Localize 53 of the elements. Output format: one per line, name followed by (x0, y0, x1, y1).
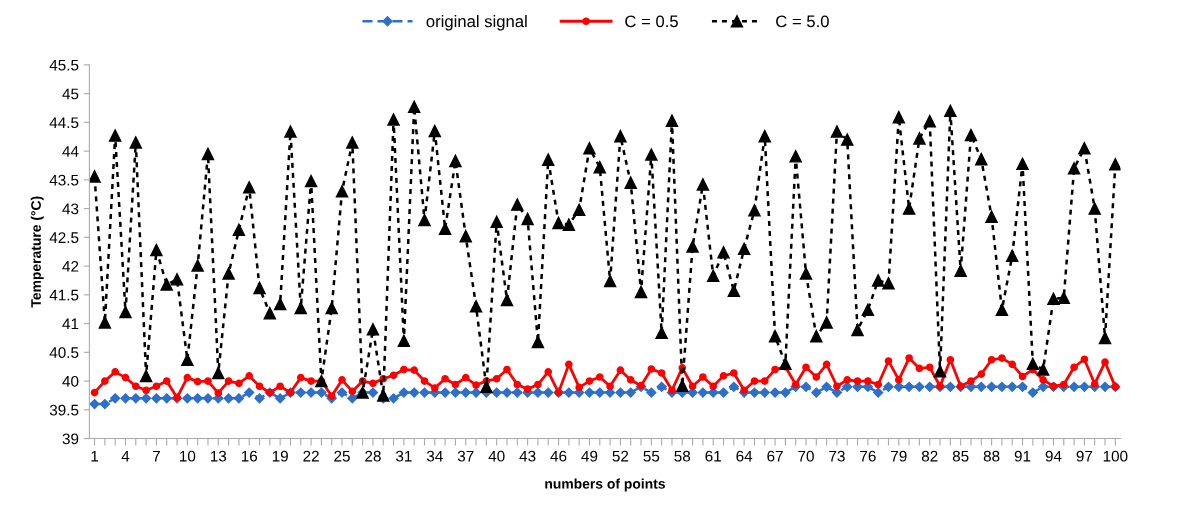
y-tick-label: 42.5 (49, 232, 79, 244)
x-axis-title: numbers of points (545, 478, 665, 492)
legend-label: C = 0.5 (625, 15, 678, 28)
x-tick-label: 49 (581, 450, 598, 462)
x-tick-label: 4 (121, 450, 130, 462)
y-tick-label: 41.5 (49, 289, 79, 301)
x-tick-label: 94 (1045, 450, 1062, 462)
x-tick-label: 88 (983, 450, 1000, 462)
x-tick-label: 52 (612, 450, 629, 462)
y-tick-label: 43.5 (49, 174, 79, 186)
y-tick-label: 40 (62, 375, 79, 387)
x-tick-label: 85 (952, 450, 969, 462)
x-tick-label: 79 (891, 450, 907, 462)
x-tick-label: 37 (457, 450, 474, 462)
legend-label: original signal (426, 15, 527, 31)
x-tick-label: 67 (767, 450, 783, 462)
x-tick-label: 16 (241, 450, 258, 462)
y-tick-label: 39.5 (49, 404, 79, 416)
x-tick-label: 58 (674, 450, 691, 462)
x-tick-label: 25 (334, 450, 350, 462)
legend-label: C = 5.0 (776, 15, 829, 28)
y-tick-label: 44 (62, 146, 79, 157)
y-tick-label: 45 (62, 88, 79, 100)
x-tick-label: 91 (1014, 450, 1031, 462)
x-tick-label: 40 (488, 450, 505, 462)
x-tick-label: 43 (519, 450, 536, 462)
x-tick-label: 10 (180, 450, 196, 462)
y-tick-label: 39 (62, 433, 79, 445)
y-tick-label: 42 (62, 260, 79, 272)
x-tick-label: 28 (365, 450, 381, 462)
x-tick-label: 19 (272, 450, 288, 462)
y-axis-title: Temperature (°C) (30, 196, 44, 308)
x-tick-label: 31 (395, 450, 412, 462)
x-tick-label: 22 (303, 450, 319, 462)
x-tick-label: 100 (1103, 450, 1128, 462)
y-tick-label: 44.5 (49, 117, 79, 129)
x-tick-label: 82 (921, 450, 938, 462)
x-tick-label: 34 (426, 450, 443, 462)
y-tick-label: 43 (62, 203, 79, 215)
x-tick-label: 70 (798, 450, 814, 462)
y-tick-label: 40.5 (49, 347, 79, 359)
x-tick-label: 61 (705, 450, 721, 462)
x-tick-label: 7 (152, 450, 160, 462)
y-tick-label: 41 (62, 318, 79, 330)
x-tick-label: 64 (736, 450, 753, 462)
y-tick-label: 45.5 (49, 59, 79, 71)
x-tick-label: 1 (91, 450, 99, 462)
x-tick-label: 73 (829, 450, 845, 462)
x-tick-label: 55 (643, 450, 660, 462)
x-tick-label: 13 (210, 450, 227, 462)
x-tick-label: 76 (860, 450, 876, 462)
x-tick-label: 46 (550, 450, 567, 462)
x-tick-label: 97 (1076, 450, 1093, 462)
